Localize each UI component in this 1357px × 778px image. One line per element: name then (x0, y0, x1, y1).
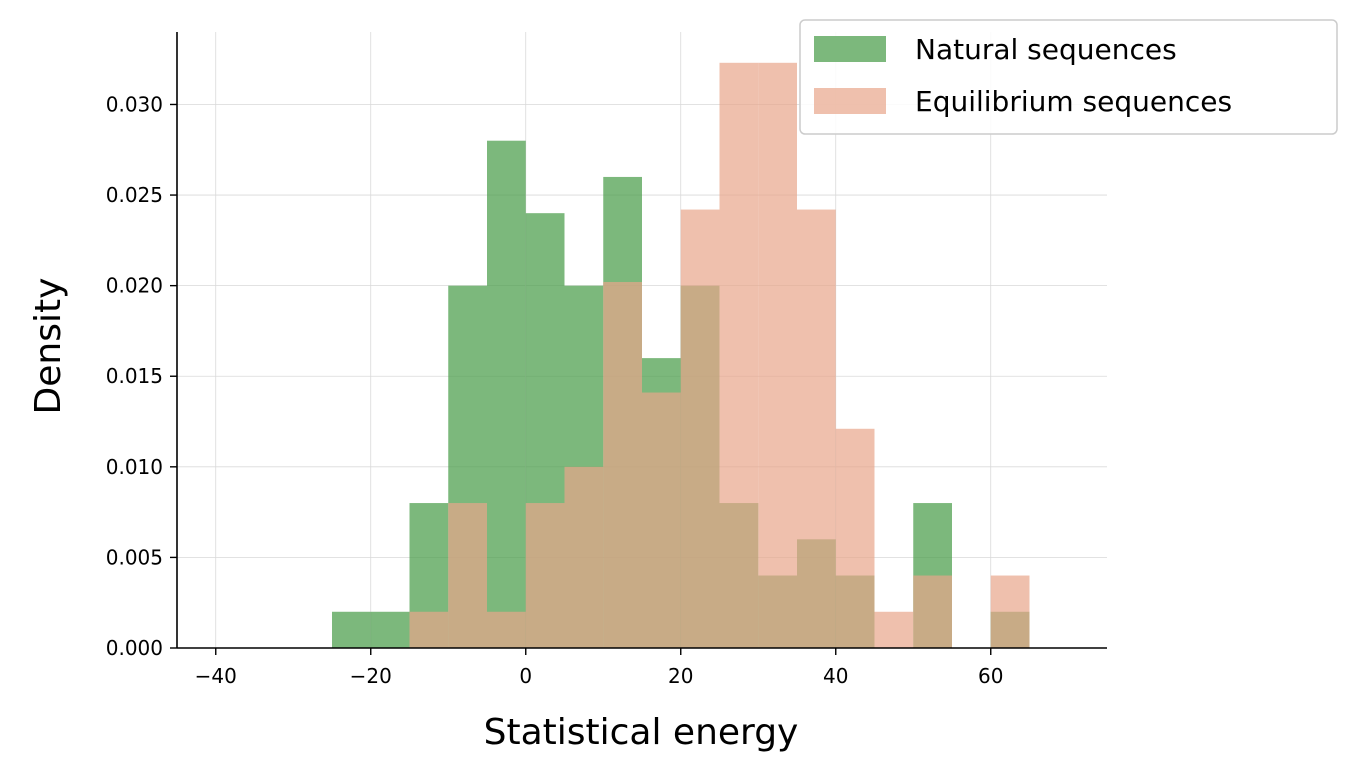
histogram-bar-equilibrium (487, 611, 526, 648)
histogram-bar-natural (487, 140, 526, 649)
legend: Natural sequences Equilibrium sequences (799, 19, 1338, 135)
legend-swatch (814, 88, 886, 114)
histogram-bar-equilibrium (603, 282, 642, 648)
histogram-bar-equilibrium (913, 575, 952, 648)
y-tick-label: 0.010 (106, 455, 163, 479)
histogram-bar-equilibrium (758, 62, 797, 649)
histogram-bar-equilibrium (564, 466, 604, 648)
legend-box (799, 19, 1338, 135)
histogram-bar-equilibrium (525, 503, 565, 648)
x-tick-label: −40 (195, 664, 237, 688)
histogram-bar-equilibrium (797, 209, 836, 648)
x-tick-label: 40 (823, 664, 848, 688)
y-tick-label: 0.000 (106, 636, 163, 660)
histogram-bars (332, 62, 1030, 649)
y-axis-title: Density (28, 278, 69, 415)
histogram-bar-natural (332, 611, 371, 648)
x-tick-label: 0 (519, 664, 532, 688)
y-tick-label: 0.030 (106, 92, 163, 116)
histogram-bar-equilibrium (719, 62, 759, 649)
histogram-bar-natural (370, 611, 410, 648)
axes (170, 32, 1107, 655)
histogram-bar-equilibrium (680, 209, 720, 648)
y-tick-label: 0.025 (106, 183, 163, 207)
histogram-bar-equilibrium (874, 611, 914, 648)
histogram-bar-equilibrium (642, 392, 681, 648)
x-axis-title: Statistical energy (484, 712, 799, 753)
legend-label: Equilibrium sequences (915, 85, 1232, 118)
y-tick-label: 0.015 (106, 364, 163, 388)
y-tick-label: 0.020 (106, 274, 163, 298)
legend-label: Natural sequences (915, 33, 1177, 66)
y-tick-label: 0.005 (106, 545, 163, 569)
x-tick-label: −20 (350, 664, 392, 688)
legend-swatch (814, 36, 886, 62)
histogram-bar-equilibrium (990, 575, 1030, 648)
histogram-bar-equilibrium (409, 611, 449, 648)
histogram-bar-equilibrium (835, 428, 875, 648)
x-tick-label: 60 (978, 664, 1003, 688)
tick-labels: −40 −20 0 20 40 60 0.000 0.005 0.010 0.015 0.020 0.… (106, 92, 1004, 688)
histogram-bar-equilibrium (448, 503, 487, 648)
x-tick-label: 20 (668, 664, 693, 688)
